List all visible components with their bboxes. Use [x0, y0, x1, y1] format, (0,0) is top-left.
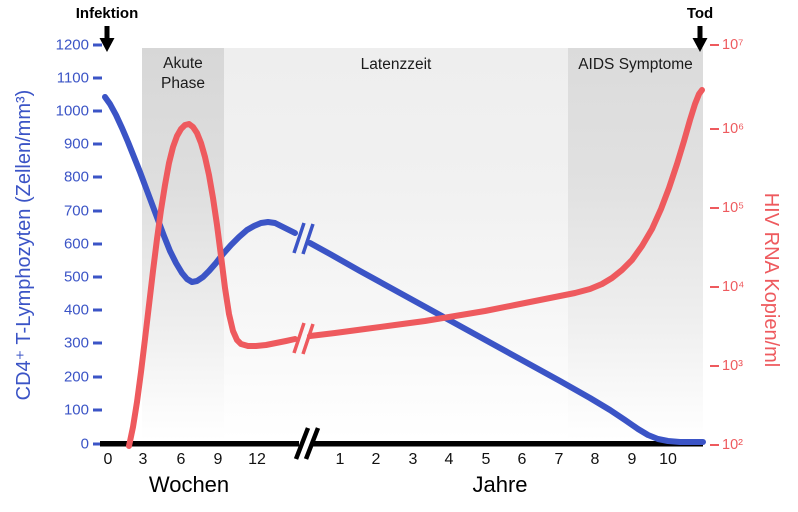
x-axis-line [100, 441, 299, 447]
x-tick-week: 12 [248, 451, 266, 468]
left-tick: 900 [0, 136, 102, 153]
cd4-curve [102, 94, 706, 445]
infektion-arrow-icon [99, 26, 115, 52]
x-tick-year: 9 [627, 451, 637, 468]
x-tick-week: 0 [103, 451, 113, 468]
left-tick: 600 [0, 236, 102, 253]
tick-dash [93, 175, 102, 179]
tod-arrow-icon [692, 26, 708, 52]
right-tick: 10² [710, 437, 743, 453]
tick-dash [93, 408, 102, 412]
phase-label-aids: AIDS Symptome [578, 56, 693, 73]
x-tick-year: 6 [517, 451, 527, 468]
x-tick-year: 2 [371, 451, 381, 468]
tick-dash [710, 206, 719, 210]
left-tick: 100 [0, 402, 102, 419]
tick-dash [93, 209, 102, 213]
x-tick-year: 5 [481, 451, 491, 468]
right-tick: 10⁵ [710, 200, 744, 216]
right-tick: 10⁶ [710, 121, 744, 137]
x-tick-year: 3 [408, 451, 418, 468]
x-tick-year: 10 [659, 451, 677, 468]
cd4-break-icon [301, 223, 315, 255]
hiv-break-icon [301, 323, 315, 355]
x-axis-label-jahre: Jahre [472, 472, 528, 497]
tod-label: Tod [686, 5, 714, 22]
right-tick: 10⁴ [710, 279, 744, 295]
left-tick: 1100 [0, 70, 102, 87]
left-tick: 1200 [0, 37, 102, 54]
x-axis-label-wochen: Wochen [148, 472, 230, 497]
left-tick: 200 [0, 369, 102, 386]
phase-region-aids: AIDS Symptome [568, 48, 703, 440]
right-tick: 10³ [710, 358, 743, 374]
x-tick-week: 9 [213, 451, 223, 468]
phase-region-latenz: Latenzzeit [224, 48, 568, 440]
hiv-break-icon [292, 322, 306, 354]
tick-dash [93, 308, 102, 312]
x-tick-year: 4 [444, 451, 454, 468]
tick-dash [93, 341, 102, 345]
x-tick-year: 8 [590, 451, 600, 468]
x-tick-year: 7 [554, 451, 564, 468]
tick-dash [93, 76, 102, 80]
tick-dash [93, 375, 102, 379]
phase-label-latenz: Latenzzeit [360, 56, 432, 73]
tick-dash [93, 442, 102, 446]
left-tick: 700 [0, 203, 102, 220]
left-tick: 0 [0, 436, 102, 453]
tick-dash [93, 275, 102, 279]
tick-dash [710, 364, 719, 368]
left-tick: 1000 [0, 103, 102, 120]
tick-dash [93, 43, 102, 47]
right-tick: 10⁷ [710, 37, 743, 53]
hiv-curve [126, 87, 705, 449]
x-tick-week: 6 [176, 451, 186, 468]
cd4-break-icon [292, 222, 306, 254]
axis-break-icon [293, 427, 311, 460]
tick-dash [93, 142, 102, 146]
left-tick: 300 [0, 335, 102, 352]
tick-dash [93, 109, 102, 113]
axis-break-icon [303, 427, 321, 460]
left-tick: 800 [0, 169, 102, 186]
tick-dash [710, 127, 719, 131]
tick-dash [710, 43, 719, 47]
left-tick: 500 [0, 269, 102, 286]
tick-dash [710, 443, 719, 447]
x-axis-line [312, 441, 703, 447]
infektion-label: Infektion [75, 5, 139, 22]
x-tick-year: 1 [335, 451, 345, 468]
tick-dash [93, 242, 102, 246]
x-tick-week: 3 [138, 451, 148, 468]
tick-dash [710, 285, 719, 289]
left-tick: 400 [0, 302, 102, 319]
phase-label-akute: Akute Phase [161, 55, 205, 93]
